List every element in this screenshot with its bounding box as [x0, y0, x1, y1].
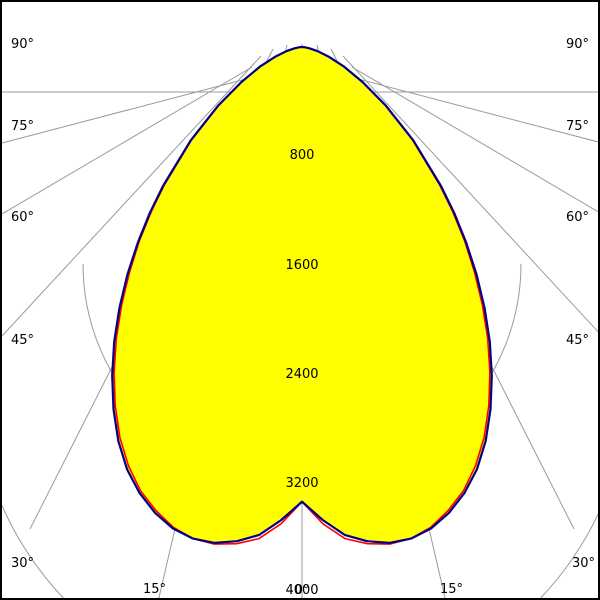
angle-label-right-90: 90° — [566, 37, 589, 52]
angle-label-right-75: 75° — [566, 119, 589, 134]
angle-label-left-90: 90° — [11, 37, 34, 52]
radial-label-1600: 1600 — [285, 258, 318, 273]
grid-arc-2400 — [2, 373, 600, 600]
angle-label-right-15: 15° — [440, 582, 463, 597]
angle-label-left-15: 15° — [143, 582, 166, 597]
angle-tick-labels-right: 90° 75° 60° 45° 30° 15° — [440, 37, 595, 597]
distribution-curve-group — [111, 45, 493, 545]
angle-label-right-60: 60° — [566, 210, 589, 225]
radial-label-2400: 2400 — [285, 367, 318, 382]
angle-label-left-30: 30° — [11, 556, 34, 571]
grid-spoke-45-right — [343, 56, 600, 336]
distribution-curve-c0 — [111, 45, 493, 544]
angle-label-right-45: 45° — [566, 333, 589, 348]
distribution-fill-area — [112, 47, 492, 543]
angle-label-left-60: 60° — [11, 210, 34, 225]
radial-label-4000: 4000 — [285, 583, 318, 598]
angle-label-right-30: 30° — [572, 556, 595, 571]
radial-label-800: 800 — [290, 148, 315, 163]
radial-tick-labels: 800 1600 2400 3200 4000 0° — [285, 148, 318, 598]
angle-label-left-75: 75° — [11, 119, 34, 134]
angle-tick-labels-left: 90° 75° 60° 45° 30° 15° — [11, 37, 166, 597]
angle-label-0-bottom: 0° — [295, 583, 310, 598]
angle-label-left-45: 45° — [11, 333, 34, 348]
grid-spoke-75-right — [358, 79, 600, 143]
radial-label-3200: 3200 — [285, 476, 318, 491]
grid-spoke-75-left — [2, 79, 246, 143]
grid-spoke-45-left — [2, 56, 261, 336]
